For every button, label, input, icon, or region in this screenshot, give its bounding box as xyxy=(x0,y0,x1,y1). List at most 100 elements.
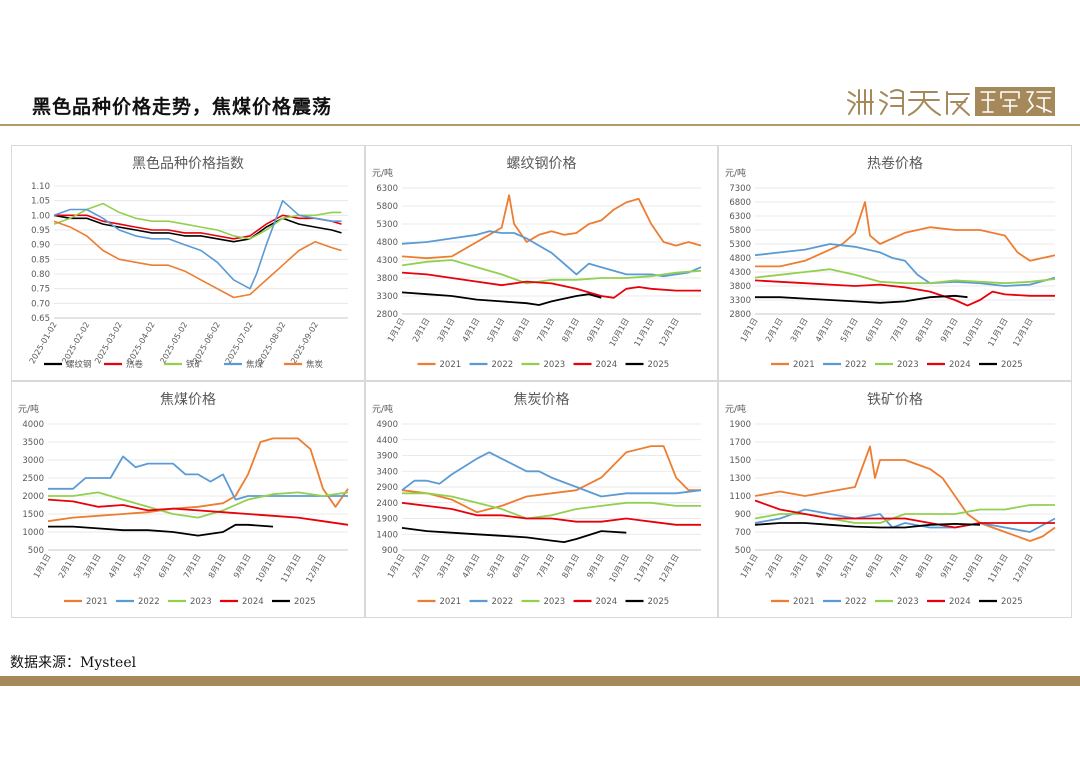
y-tick-label: 3400 xyxy=(376,467,398,477)
y-tick-label: 0.90 xyxy=(31,241,50,251)
chart-title: 热卷价格 xyxy=(867,156,923,172)
x-tick-label: 7月1日 xyxy=(535,317,556,344)
y-tick-label: 5300 xyxy=(376,220,398,230)
y-tick-label: 1100 xyxy=(729,492,751,502)
x-tick-label: 1月1日 xyxy=(739,317,760,344)
x-tick-label: 8月1日 xyxy=(207,553,228,580)
x-tick-label: 6月1日 xyxy=(510,317,531,344)
chart-panel-coke: 焦炭价格 元/吨 4900 4400 3900 3400 2900 2400 1900 1400 9… xyxy=(365,381,718,618)
y-tick-label: 500 xyxy=(735,546,751,556)
chart-title: 黑色品种价格指数 xyxy=(132,155,244,172)
y-tick-label: 7300 xyxy=(729,184,751,194)
x-tick-label: 5月1日 xyxy=(486,317,507,344)
legend-label: 2022 xyxy=(845,597,867,607)
brand-logo xyxy=(847,87,1055,116)
x-tick-label: 4月1日 xyxy=(814,317,835,344)
chart-panel-index: 黑色品种价格指数 1.10 1.05 1.00 0.95 0.90 0.85 0.80 0.75… xyxy=(11,145,365,381)
legend-label: 2021 xyxy=(86,597,108,607)
series-line-series-2023 xyxy=(48,491,349,519)
data-source-note: 数据来源：Mysteel xyxy=(10,655,137,671)
y-tick-label: 1300 xyxy=(729,474,751,484)
y-tick-label: 2800 xyxy=(376,310,398,320)
x-tick-label: 2025-02-02 xyxy=(60,321,91,366)
legend-label: 2022 xyxy=(492,360,514,370)
x-tick-label: 2025-08-02 xyxy=(256,321,287,366)
y-tick-label: 5800 xyxy=(376,202,398,212)
series-line-series-2024 xyxy=(754,499,1055,529)
y-tick-label: 500 xyxy=(28,546,44,556)
x-tick-label: 3月1日 xyxy=(436,553,457,580)
y-tick-label: 1900 xyxy=(376,515,398,525)
legend-label: 焦煤 xyxy=(246,359,264,370)
x-tick-label: 2月1日 xyxy=(411,317,432,344)
y-axis-unit: 元/吨 xyxy=(18,403,39,415)
x-tick-label: 4月1日 xyxy=(461,553,482,580)
x-tick-label: 12月1日 xyxy=(1011,317,1034,349)
legend-label: 2022 xyxy=(492,597,514,607)
series-line-series-2023 xyxy=(402,492,701,520)
x-tick-label: 2025-09-02 xyxy=(289,321,320,366)
series-line-series-2024 xyxy=(47,498,349,526)
y-tick-label: 3300 xyxy=(376,292,398,302)
x-tick-label: 9月1日 xyxy=(939,553,960,580)
x-tick-label: 4月1日 xyxy=(814,553,835,580)
chart-title: 铁矿价格 xyxy=(867,392,923,408)
legend-label: 2025 xyxy=(1001,360,1023,370)
x-tick-label: 2025-01-02 xyxy=(28,321,59,366)
x-tick-label: 5月1日 xyxy=(486,553,507,580)
x-tick-label: 8月1日 xyxy=(914,553,935,580)
y-tick-label: 900 xyxy=(735,510,751,520)
y-tick-label: 4800 xyxy=(376,238,398,248)
x-tick-label: 11月1日 xyxy=(279,553,302,585)
legend-label: 焦炭 xyxy=(306,359,324,370)
legend-label: 2021 xyxy=(793,597,815,607)
series-line-series-2024 xyxy=(754,279,1055,307)
x-tick-label: 3月1日 xyxy=(789,317,810,344)
series-line-series-2025 xyxy=(754,522,981,529)
x-tick-label: 6月1日 xyxy=(864,317,885,344)
legend-label: 2025 xyxy=(294,597,316,607)
series-line-series-2021 xyxy=(401,445,701,514)
series-line-series-2024 xyxy=(401,501,701,526)
x-tick-label: 4月1日 xyxy=(461,317,482,344)
y-tick-label: 1500 xyxy=(22,510,44,520)
x-tick-label: 2月1日 xyxy=(764,317,785,344)
x-tick-label: 2025-03-02 xyxy=(93,321,124,366)
x-tick-label: 2025-07-02 xyxy=(224,321,255,366)
y-tick-label: 6300 xyxy=(376,184,398,194)
y-tick-label: 4800 xyxy=(729,254,751,264)
series-line-series-2025 xyxy=(401,291,602,306)
y-axis-unit: 元/吨 xyxy=(372,167,393,179)
y-tick-label: 4000 xyxy=(22,420,44,430)
y-tick-label: 2900 xyxy=(376,483,398,493)
y-tick-label: 2400 xyxy=(376,499,398,509)
x-tick-label: 10月1日 xyxy=(961,317,984,349)
legend-label: 2023 xyxy=(544,597,566,607)
x-tick-label: 2月1日 xyxy=(57,553,78,580)
series-line-series-2022 xyxy=(754,508,1056,533)
series-line-rebar xyxy=(53,214,342,243)
y-tick-label: 4300 xyxy=(729,268,751,278)
y-tick-label: 1500 xyxy=(729,456,751,466)
y-tick-label: 4300 xyxy=(376,256,398,266)
x-tick-label: 12月1日 xyxy=(304,553,327,585)
x-tick-label: 4月1日 xyxy=(107,553,128,580)
y-tick-label: 0.80 xyxy=(31,270,50,280)
y-tick-label: 2000 xyxy=(22,492,44,502)
y-tick-label: 3500 xyxy=(22,438,44,448)
x-tick-label: 11月1日 xyxy=(632,553,655,585)
x-tick-label: 8月1日 xyxy=(560,553,581,580)
legend-label: 2023 xyxy=(544,360,566,370)
y-tick-label: 5800 xyxy=(729,226,751,236)
series-line-series-2022 xyxy=(48,455,348,501)
chart-panel-coking-coal: 焦煤价格 元/吨 4000 3500 3000 2500 2000 1500 1000 500 1月… xyxy=(11,381,365,618)
y-tick-label: 0.95 xyxy=(31,226,50,236)
y-tick-label: 3900 xyxy=(376,452,398,462)
x-tick-label: 11月1日 xyxy=(986,553,1009,585)
y-tick-label: 6300 xyxy=(729,212,751,222)
chart-panel-iron-ore: 铁矿价格 元/吨 1900 1700 1500 1300 1100 900 700 500 1月1日… xyxy=(718,381,1072,618)
y-tick-label: 0.70 xyxy=(31,299,50,309)
